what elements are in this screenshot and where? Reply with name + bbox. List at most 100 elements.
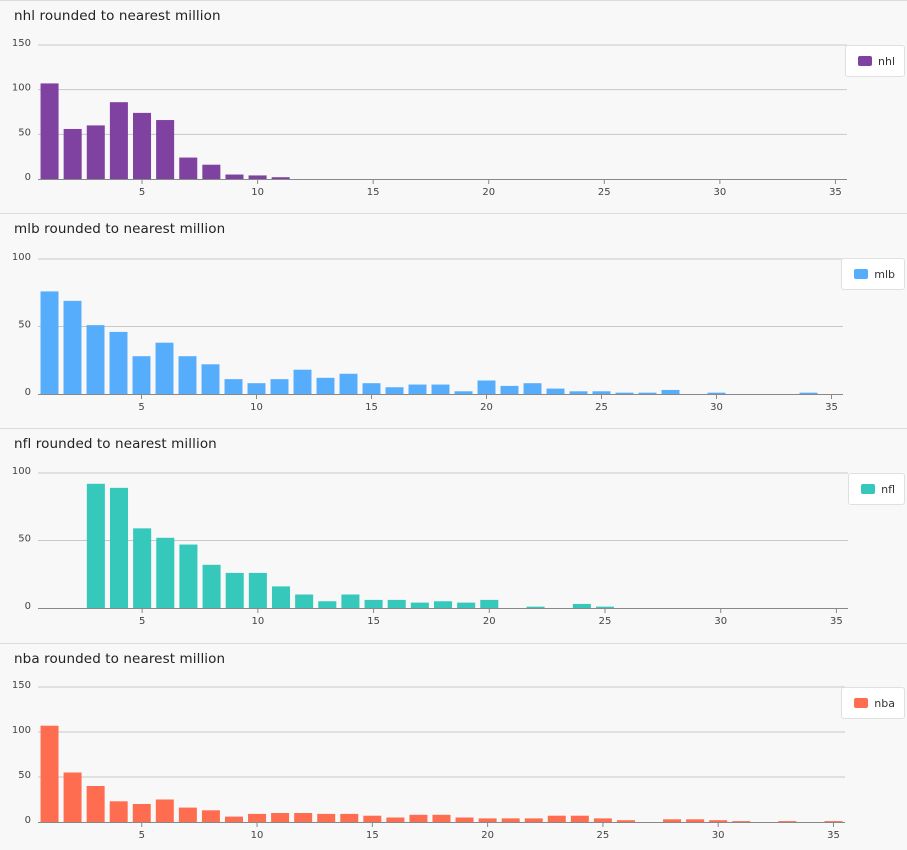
- bar-nfl-20: [480, 600, 498, 608]
- bar-chart-nba: 0501001505 10 15 20 25 30 35: [0, 644, 907, 850]
- x-tick-label: 25: [599, 616, 612, 627]
- legend-nba[interactable]: nba: [841, 687, 905, 719]
- bar-nba-24: [571, 816, 589, 822]
- bar-mlb-25: [593, 391, 611, 394]
- x-tick-label: 10: [251, 187, 264, 198]
- bar-mlb-20: [478, 381, 496, 395]
- y-tick-label: 50: [18, 127, 31, 138]
- y-tick-label: 50: [18, 320, 31, 331]
- bar-nba-20: [479, 818, 497, 822]
- bar-nfl-4: [110, 488, 128, 608]
- bar-nhl-6: [156, 120, 174, 179]
- y-tick-label: 100: [12, 83, 31, 94]
- y-tick-label: 150: [12, 38, 31, 49]
- bar-nfl-5: [133, 528, 151, 608]
- x-tick-label: 35: [829, 187, 842, 198]
- bar-nfl-16: [388, 600, 406, 608]
- bar-mlb-11: [271, 379, 289, 394]
- bar-mlb-1: [41, 291, 59, 394]
- bar-nba-3: [87, 786, 105, 822]
- y-tick-label: 0: [25, 172, 31, 183]
- bar-nba-6: [156, 800, 174, 823]
- bar-mlb-30: [708, 393, 726, 394]
- chart-panel-nba: nba rounded to nearest million 0 50 100 150…: [0, 643, 907, 850]
- x-tick-label: 35: [825, 402, 838, 413]
- bar-nba-5: [133, 804, 151, 822]
- bar-mlb-28: [662, 390, 680, 394]
- bar-nfl-10: [249, 573, 267, 608]
- bar-chart-mlb: 0501005 10 15 20 25 30 35: [0, 214, 907, 428]
- y-tick-label: 100: [12, 725, 31, 736]
- legend-mlb[interactable]: mlb: [841, 258, 905, 290]
- bar-nfl-6: [156, 538, 174, 608]
- x-tick-label: 15: [365, 402, 378, 413]
- bar-nhl-10: [249, 175, 267, 179]
- x-tick-label: 25: [595, 402, 608, 413]
- bar-nba-10: [248, 814, 266, 822]
- legend-label: nfl: [881, 483, 895, 496]
- bar-mlb-16: [386, 387, 404, 394]
- bar-mlb-2: [64, 301, 82, 394]
- x-tick-label: 10: [250, 402, 263, 413]
- x-tick-label: 20: [481, 830, 494, 841]
- chart-panel-mlb: mlb rounded to nearest million 0 50 100 5 10…: [0, 213, 907, 428]
- bar-mlb-15: [363, 383, 381, 394]
- bar-nfl-25: [596, 607, 614, 608]
- chart-panel-nhl: nhl rounded to nearest million 0 50 100 150…: [0, 0, 907, 213]
- bar-nfl-14: [341, 595, 359, 609]
- bar-nfl-7: [179, 545, 197, 608]
- bar-nba-26: [617, 820, 635, 822]
- bar-mlb-6: [156, 343, 174, 394]
- bar-mlb-17: [409, 385, 427, 394]
- legend-swatch-mlb: [854, 269, 868, 279]
- bar-nfl-13: [318, 601, 336, 608]
- bar-nba-11: [271, 813, 289, 822]
- bar-mlb-27: [639, 393, 657, 394]
- bar-nba-23: [548, 816, 566, 822]
- x-tick-label: 5: [139, 616, 145, 627]
- legend-label: nba: [874, 697, 895, 710]
- bar-mlb-19: [455, 391, 473, 394]
- legend-swatch-nba: [854, 698, 868, 708]
- x-tick-label: 30: [714, 616, 727, 627]
- x-tick-label: 30: [714, 187, 727, 198]
- bar-nba-7: [179, 808, 197, 822]
- bar-nfl-24: [573, 604, 591, 608]
- legend-label: mlb: [874, 268, 895, 281]
- bar-mlb-34: [800, 393, 818, 394]
- bar-mlb-22: [524, 383, 542, 394]
- bar-nhl-8: [202, 165, 220, 179]
- bar-nba-15: [363, 816, 381, 822]
- bar-mlb-21: [501, 386, 519, 394]
- x-tick-label: 30: [712, 830, 725, 841]
- bar-nba-4: [110, 801, 128, 822]
- bar-nfl-22: [527, 607, 545, 608]
- x-tick-label: 20: [482, 187, 495, 198]
- bar-chart-nfl: 0501005 10 15 20 25 30 35: [0, 429, 907, 643]
- legend-nfl[interactable]: nfl: [848, 473, 905, 505]
- bar-nfl-11: [272, 586, 290, 608]
- bar-mlb-3: [87, 325, 105, 394]
- bar-mlb-8: [202, 364, 220, 394]
- legend-nhl[interactable]: nhl: [845, 45, 905, 77]
- x-tick-label: 5: [139, 830, 145, 841]
- bar-nhl-3: [87, 125, 105, 179]
- bar-nba-30: [709, 820, 727, 822]
- bar-nba-9: [225, 817, 243, 822]
- y-tick-label: 100: [12, 252, 31, 263]
- bar-nba-21: [502, 818, 520, 822]
- bar-mlb-24: [570, 391, 588, 394]
- bar-mlb-26: [616, 393, 634, 394]
- bar-mlb-13: [317, 378, 335, 394]
- bar-nba-12: [294, 813, 312, 822]
- bar-nfl-15: [365, 600, 383, 608]
- x-tick-label: 5: [138, 402, 144, 413]
- bar-nhl-1: [41, 83, 59, 179]
- y-tick-label: 150: [12, 680, 31, 691]
- bar-nba-2: [64, 773, 82, 823]
- bar-nba-8: [202, 810, 220, 822]
- bar-nhl-4: [110, 102, 128, 179]
- x-tick-label: 15: [367, 187, 380, 198]
- x-tick-label: 5: [139, 187, 145, 198]
- bar-nba-28: [663, 819, 681, 822]
